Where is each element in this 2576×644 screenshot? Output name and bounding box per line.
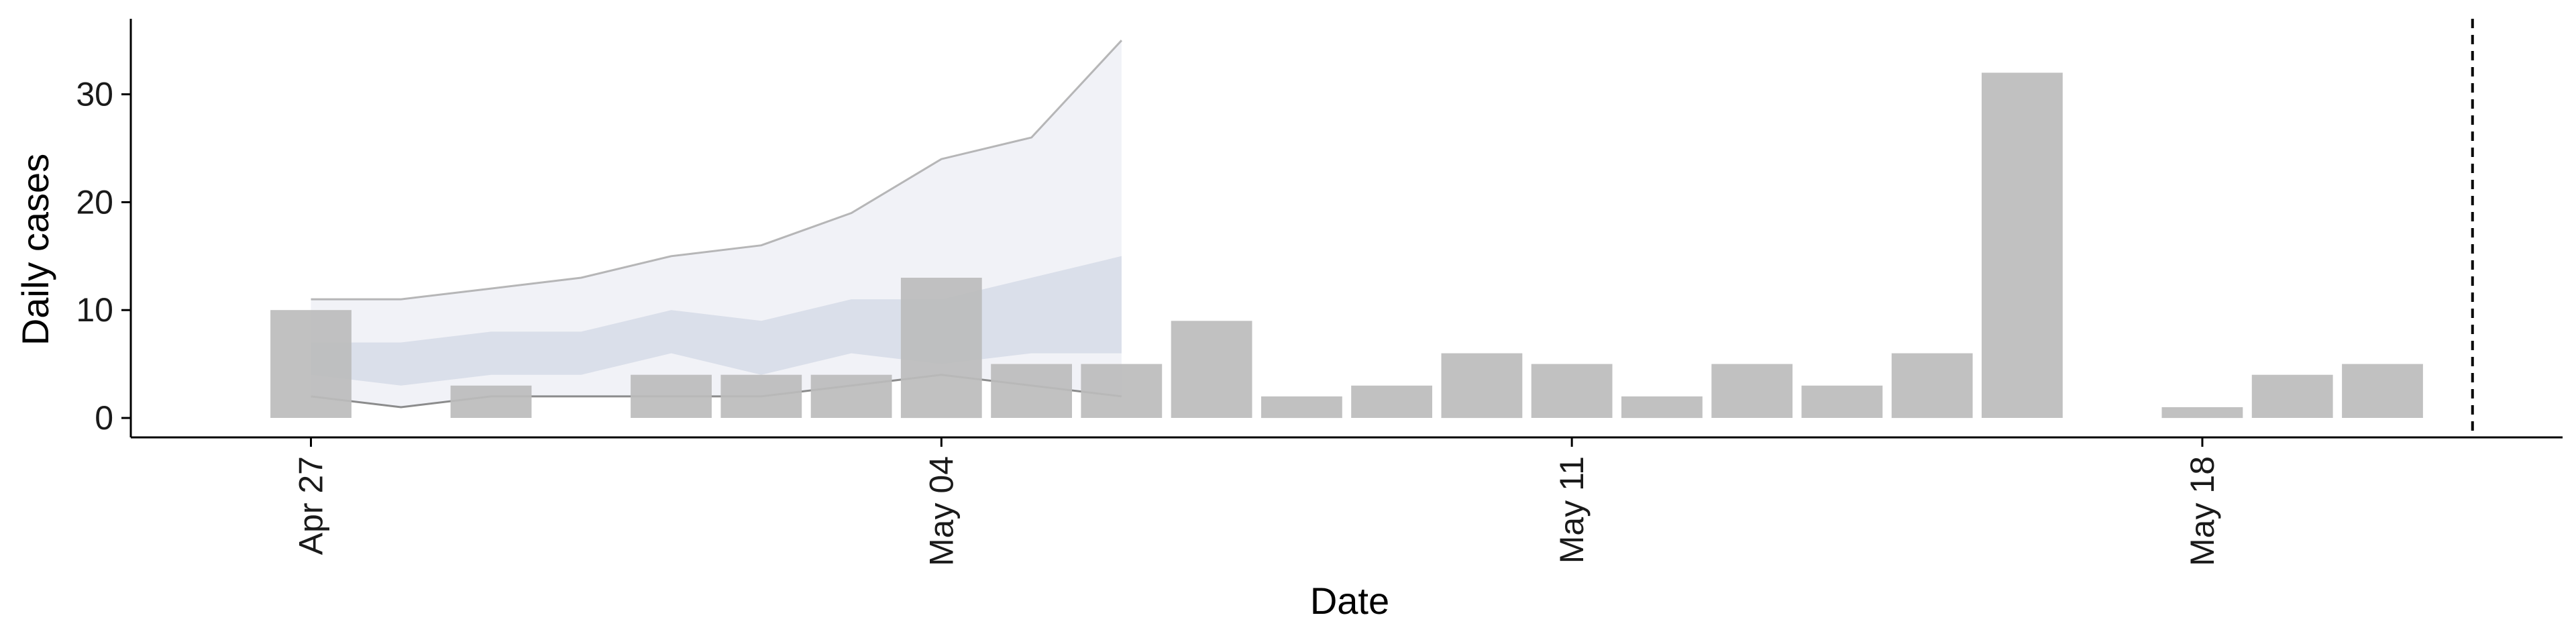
bar [2342, 364, 2423, 418]
x-tick-label: May 04 [922, 456, 960, 566]
bar [900, 278, 982, 419]
bar [991, 364, 1072, 418]
bar [1351, 385, 1432, 418]
bar [1531, 364, 1613, 418]
bar [1441, 353, 1523, 419]
bar [1621, 396, 1703, 419]
bar [720, 374, 802, 418]
y-tick-label: 20 [76, 183, 113, 221]
outer-band-lower-line [311, 374, 1122, 409]
x-tick-label: May 11 [1553, 456, 1591, 564]
bar [450, 385, 532, 418]
bar [1261, 396, 1342, 419]
y-axis-title: Daily cases [14, 154, 56, 345]
bar [1891, 353, 1973, 419]
x-tick-label: May 18 [2184, 456, 2221, 566]
bar [1801, 385, 1883, 418]
outer-band-upper-line [311, 40, 1122, 301]
bar [810, 374, 892, 418]
bar [1171, 321, 1252, 418]
x-axis-title: Date [1310, 580, 1389, 622]
x-tick-label: Apr 27 [292, 456, 330, 555]
uncertainty-bands [311, 40, 1122, 409]
bar [1982, 72, 2063, 418]
bar [1081, 364, 1163, 418]
bars [270, 72, 2423, 419]
bar [631, 374, 712, 418]
axes: 0 10 20 30 Apr 27 May 04 May 11 May 18 [76, 19, 2563, 566]
bar [270, 310, 352, 418]
bar [1711, 364, 1793, 418]
bar [2161, 407, 2243, 419]
y-tick-label: 10 [76, 291, 113, 329]
y-tick-label: 30 [76, 76, 113, 113]
bar [2251, 374, 2333, 418]
y-tick-label: 0 [95, 399, 113, 437]
